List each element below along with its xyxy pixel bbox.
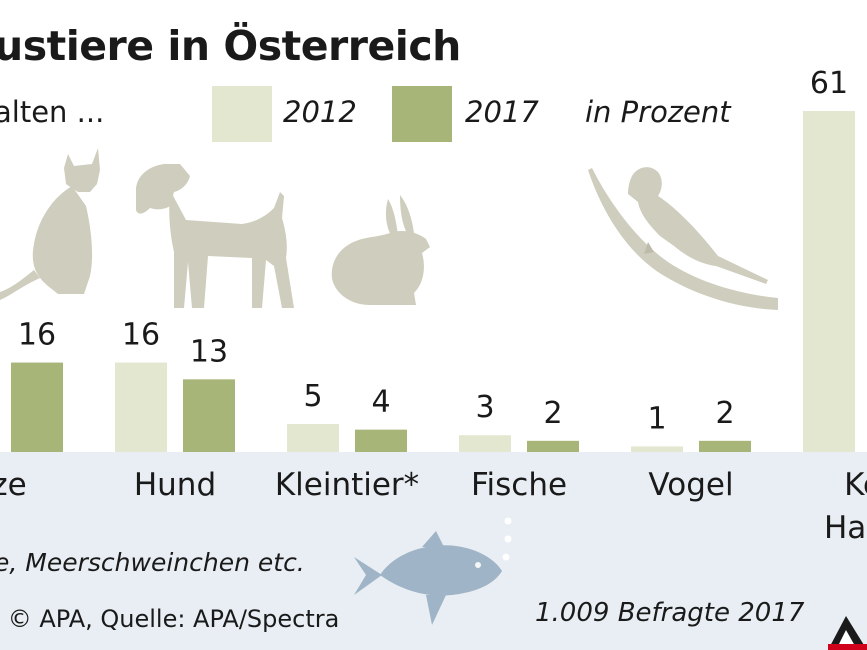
- apa-logo-icon: [828, 616, 867, 650]
- bar-2012-3: [459, 435, 511, 452]
- bar-value-label: 61: [810, 66, 848, 101]
- legend-swatch-2017: [392, 86, 452, 142]
- bar-2017-2: [355, 429, 407, 452]
- bar-value-label: 5: [303, 379, 322, 414]
- cat-silhouette-icon: [0, 148, 100, 300]
- respondents-note: 1.009 Befragte 2017: [535, 598, 805, 628]
- bar-value-label: 1: [647, 401, 666, 436]
- bar-value-label: 13: [190, 334, 228, 369]
- bar-value-label: 4: [371, 385, 390, 420]
- unit-label: in Prozent: [585, 95, 731, 129]
- category-label: Hund: [134, 467, 216, 503]
- footnote: e, Meerschweinchen etc.: [0, 548, 305, 577]
- bar-value-label: 16: [122, 318, 160, 353]
- bar-value-label: 2: [543, 396, 562, 431]
- rabbit-silhouette-icon: [331, 195, 430, 305]
- legend-label-2012: 2012: [283, 95, 357, 129]
- bar-2017-4: [699, 440, 751, 452]
- bar-2017-0: [11, 362, 63, 452]
- source-line: : © APA, Quelle: APA/Spectra: [0, 605, 340, 633]
- fish-illustration-icon: [354, 517, 512, 625]
- legend-swatch-2012: [212, 86, 272, 142]
- chart-title: ustiere in Österreich: [0, 22, 461, 70]
- category-label: Kleintier*: [275, 467, 419, 503]
- category-label: Haus: [824, 510, 867, 546]
- bar-2012-5: [803, 111, 855, 452]
- bar-2017-1: [183, 379, 235, 452]
- category-label: Ke: [844, 467, 867, 503]
- category-label: Vogel: [648, 467, 733, 503]
- category-label: Fische: [471, 467, 567, 503]
- dog-silhouette-icon: [136, 164, 294, 308]
- bar-2017-3: [527, 440, 579, 452]
- bar-2012-1: [115, 362, 167, 452]
- bar-value-label: 16: [18, 318, 56, 353]
- category-label: tze: [0, 467, 27, 503]
- bar-2012-2: [287, 424, 339, 452]
- bar-value-label: 3: [475, 390, 494, 425]
- legend-label-2017: 2017: [465, 95, 539, 129]
- bar-2012-4: [631, 446, 683, 452]
- parrot-silhouette-icon: [588, 167, 778, 310]
- bar-value-label: 2: [715, 396, 734, 431]
- chart-subtitle: alten ...: [0, 95, 105, 129]
